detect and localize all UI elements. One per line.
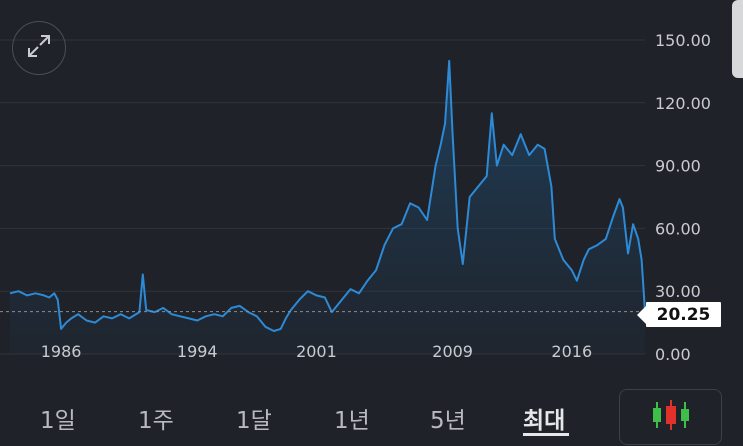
tab-1-month[interactable]: 1달 xyxy=(236,408,272,434)
candlestick-toggle-button[interactable] xyxy=(619,389,722,445)
tab-1-week[interactable]: 1주 xyxy=(138,408,174,434)
series-area xyxy=(10,60,645,355)
scrollbar-thumb[interactable] xyxy=(732,0,743,78)
x-tick-label: 2016 xyxy=(551,342,592,361)
series-line xyxy=(9,59,646,332)
expand-arrows-icon xyxy=(24,31,54,65)
expand-button[interactable] xyxy=(12,21,66,75)
x-tick-label: 2009 xyxy=(432,342,473,361)
x-tick-label: 1986 xyxy=(41,342,82,361)
y-tick-label: 120.00 xyxy=(655,94,711,113)
tab-5-year[interactable]: 5년 xyxy=(430,408,466,434)
current-price-label: 20.25 xyxy=(646,302,721,327)
tab-max[interactable]: 최대 xyxy=(523,408,566,434)
x-tick-label: 2001 xyxy=(296,342,337,361)
candlestick-chart-icon xyxy=(649,398,693,436)
y-tick-label: 150.00 xyxy=(655,31,711,50)
price-chart[interactable]: 0.00 30.00 60.00 90.00 120.00 150.00 1986 1994 2… xyxy=(0,0,743,372)
y-tick-label: 0.00 xyxy=(655,345,691,364)
price-chart-svg[interactable]: 0.00 30.00 60.00 90.00 120.00 150.00 1986 1994 2… xyxy=(0,0,743,372)
x-tick-label: 1994 xyxy=(177,342,218,361)
y-tick-label: 30.00 xyxy=(655,282,701,301)
active-tab-underline xyxy=(523,433,569,436)
y-tick-label: 60.00 xyxy=(655,219,701,238)
tab-1-day[interactable]: 1일 xyxy=(40,408,76,434)
current-price-pointer xyxy=(637,305,647,325)
range-tab-bar: 1일 1주 1달 1년 5년 최대 xyxy=(0,384,743,446)
tab-1-year[interactable]: 1년 xyxy=(334,408,370,434)
y-tick-label: 90.00 xyxy=(655,157,701,176)
